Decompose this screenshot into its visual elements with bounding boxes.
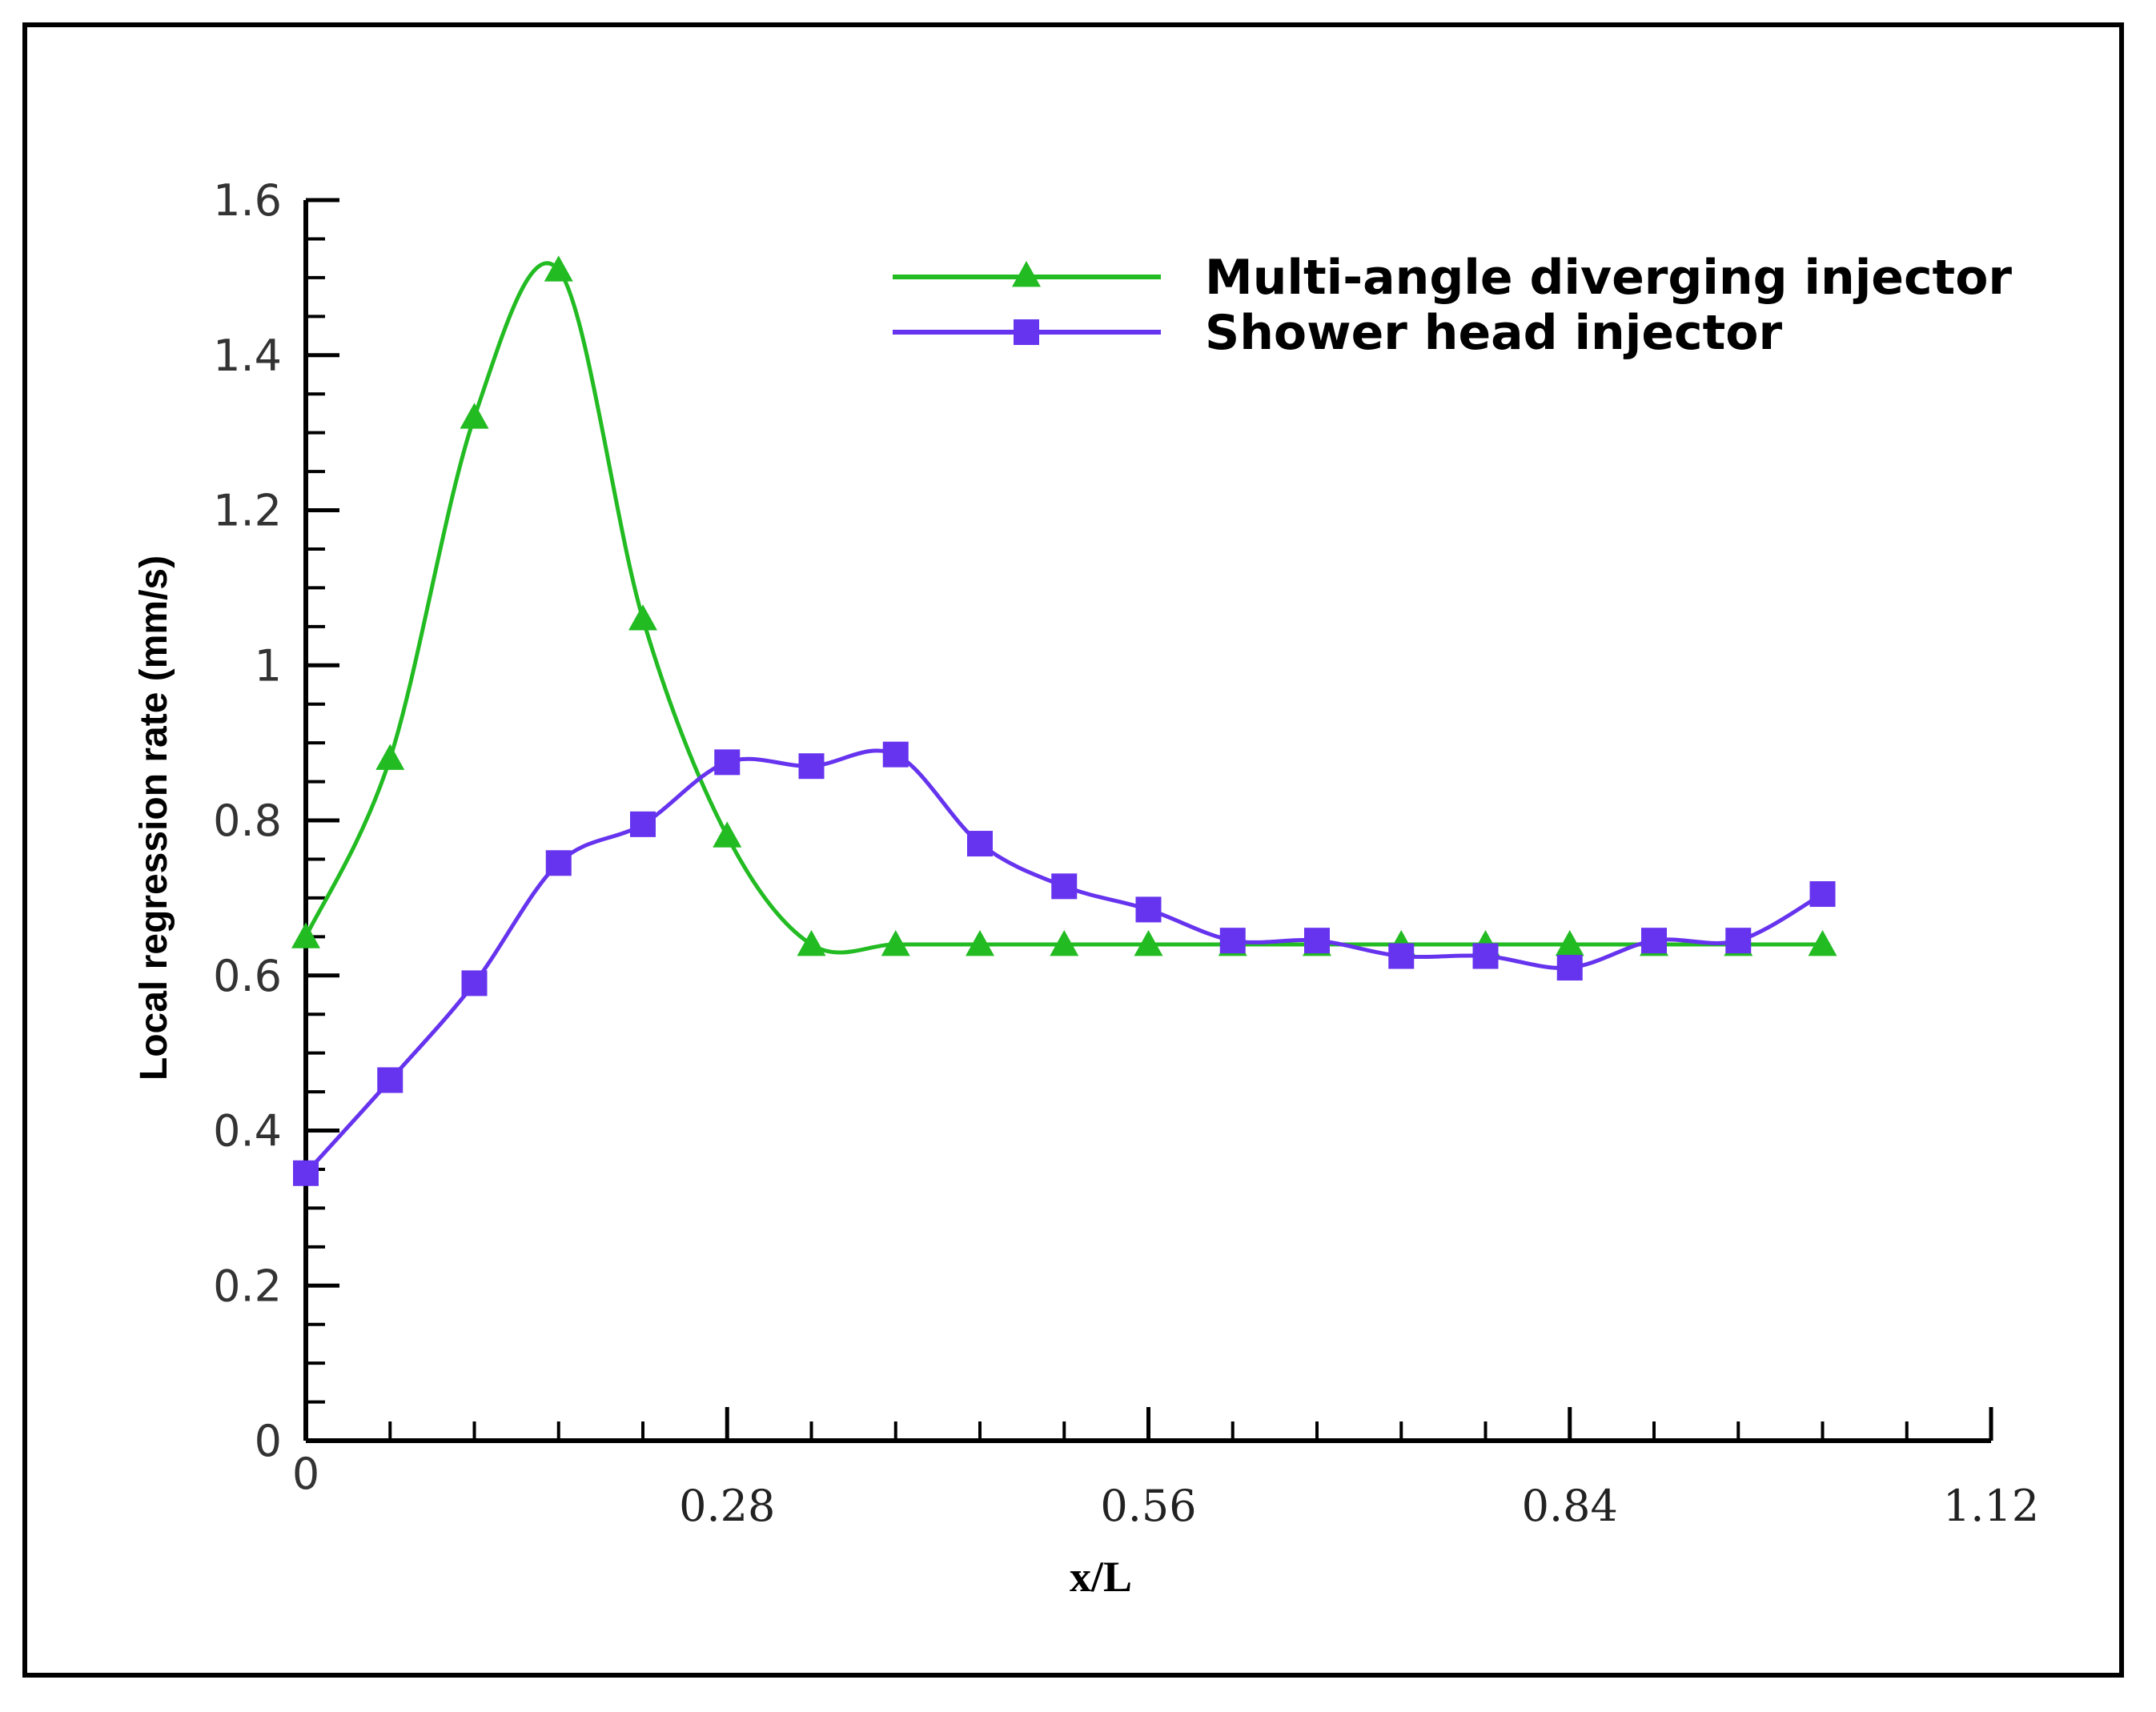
data-point-triangle	[1134, 930, 1163, 956]
data-point-triangle	[460, 403, 489, 429]
data-point-square	[714, 749, 741, 776]
y-tick-label: 1.2	[213, 486, 282, 536]
data-point-square	[1472, 943, 1499, 969]
data-point-square	[1809, 881, 1836, 908]
data-point-square	[545, 850, 572, 876]
data-point-triangle	[797, 930, 826, 956]
y-tick-label: 0.2	[213, 1261, 282, 1311]
x-tick-label: 0.84	[1522, 1481, 1618, 1531]
data-point-square	[798, 753, 825, 780]
data-point-square	[882, 741, 909, 768]
data-point-square	[1388, 943, 1415, 969]
legend-label-multi-angle: Multi-angle diverging injector	[1205, 250, 2012, 306]
y-tick-label: 0.4	[213, 1106, 282, 1157]
y-tick-label: 1	[255, 640, 282, 691]
data-point-square	[461, 970, 488, 996]
legend-marker-triangle	[1012, 261, 1041, 287]
data-point-triangle	[375, 744, 405, 770]
data-point-square	[630, 811, 656, 837]
data-point-square	[1725, 928, 1752, 954]
series-layer	[291, 255, 1837, 1186]
legend: Multi-angle diverging injector Shower he…	[893, 250, 2012, 361]
data-point-triangle	[713, 821, 742, 848]
y-axis-title: Local regression rate (mm/s)	[133, 555, 175, 1081]
x-ticks: 0 0.28 0.56 0.84 1.12	[292, 1407, 2039, 1531]
data-point-triangle	[1050, 930, 1079, 956]
data-point-square	[1051, 873, 1078, 900]
series-shower-head-injector	[293, 741, 1836, 1186]
y-ticks: 0 0.2 0.4 0.6 0.8 1 1.2 1.4 1.6	[213, 175, 339, 1466]
data-point-triangle	[544, 255, 573, 282]
axes	[303, 200, 1991, 1443]
series-line	[304, 748, 1824, 1175]
y-tick-label: 1.4	[213, 331, 282, 381]
data-point-triangle	[966, 930, 994, 956]
data-point-square	[1641, 928, 1667, 954]
data-point-triangle	[1555, 930, 1584, 956]
y-tick-label: 0.8	[213, 796, 282, 846]
data-point-square	[1304, 928, 1330, 954]
data-point-square	[1219, 928, 1246, 954]
data-point-triangle	[881, 930, 910, 956]
x-axis-title: x/L	[1070, 1553, 1132, 1601]
y-tick-label: 1.6	[213, 175, 282, 226]
data-point-square	[377, 1067, 403, 1093]
data-point-square	[967, 831, 993, 857]
data-point-square	[293, 1160, 319, 1186]
x-tick-label: 0.28	[679, 1481, 775, 1531]
series-line	[303, 261, 1823, 955]
data-point-triangle	[291, 922, 320, 948]
legend-label-shower-head: Shower head injector	[1205, 305, 1782, 361]
x-tick-label: 0	[292, 1449, 319, 1499]
y-tick-label: 0.6	[213, 951, 282, 1001]
data-point-triangle	[628, 604, 657, 631]
x-tick-label: 1.12	[1943, 1481, 2039, 1531]
data-point-triangle	[1808, 930, 1837, 956]
y-tick-label: 0	[255, 1416, 282, 1466]
data-point-square	[1135, 896, 1162, 923]
x-tick-label: 0.56	[1100, 1481, 1196, 1531]
data-point-square	[1556, 955, 1583, 981]
legend-marker-square	[1014, 319, 1039, 345]
figure-frame	[22, 22, 2124, 1678]
